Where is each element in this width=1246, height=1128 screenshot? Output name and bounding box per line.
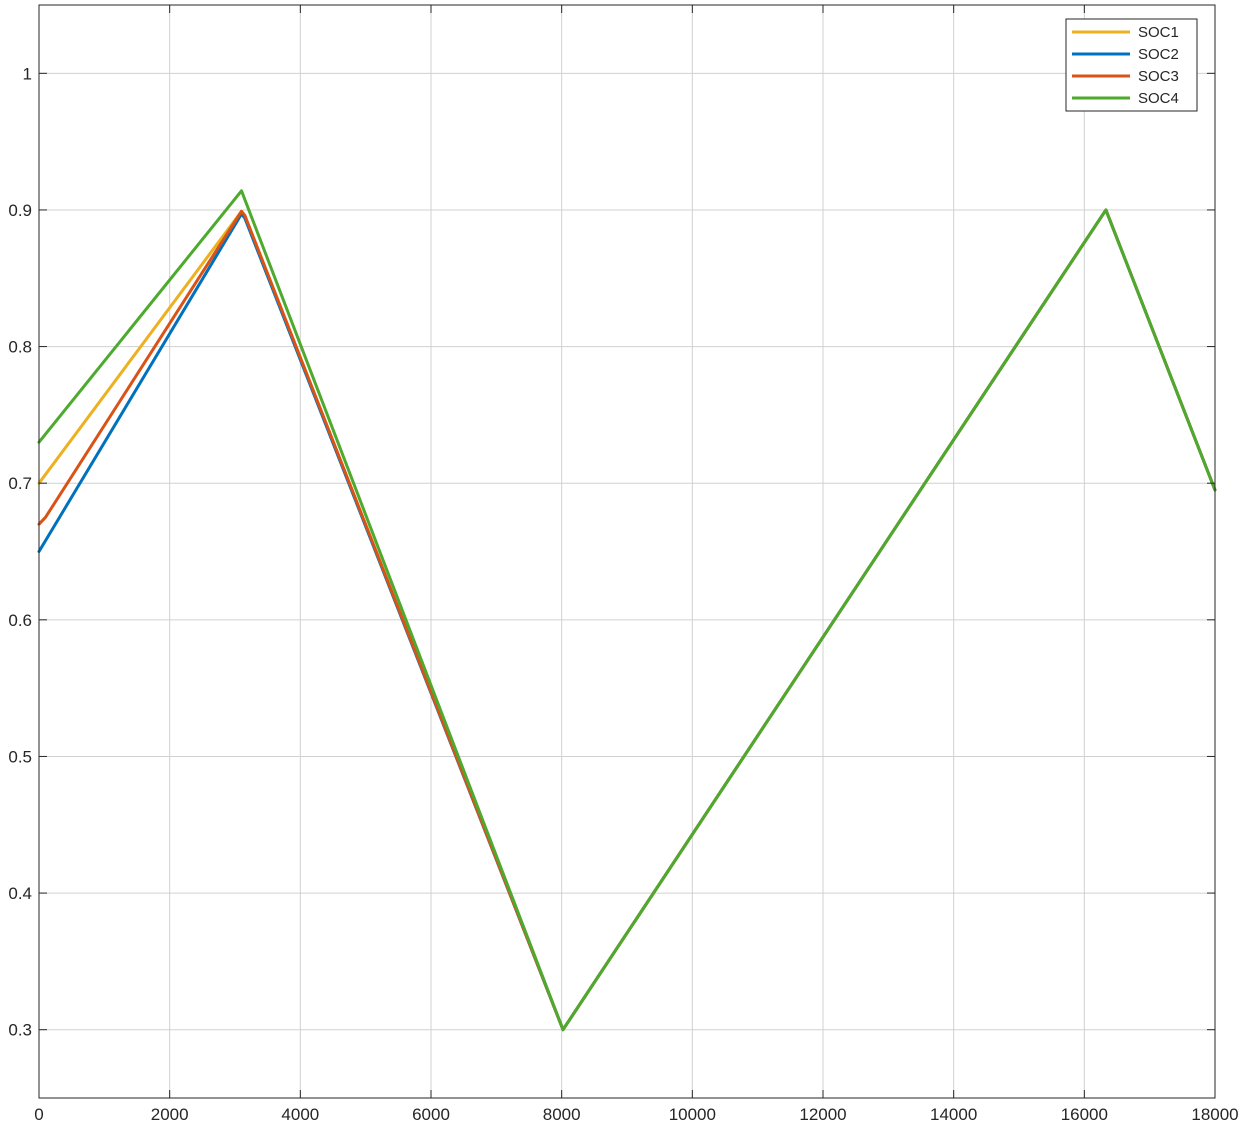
x-tick-label: 8000: [543, 1105, 581, 1124]
y-tick-label: 0.4: [8, 884, 32, 903]
x-tick-label: 0: [34, 1105, 43, 1124]
legend: SOC1 SOC2 SOC3 SOC4: [1065, 18, 1198, 112]
legend-box: [1065, 18, 1198, 112]
x-tick-label: 6000: [412, 1105, 450, 1124]
x-tick-label: 12000: [799, 1105, 846, 1124]
x-tick-label: 4000: [281, 1105, 319, 1124]
x-tick-label: 14000: [930, 1105, 977, 1124]
grid: [38, 5, 1216, 1098]
y-tick-label: 0.8: [8, 338, 32, 357]
axes-box: [38, 4, 1216, 1099]
legend-label: SOC3: [1138, 68, 1179, 85]
y-tick-label: 1: [23, 64, 32, 83]
legend-label: SOC2: [1138, 46, 1179, 63]
x-tick-label: 16000: [1061, 1105, 1108, 1124]
axis-ticks: 0 2000 4000 6000 8000 10000 12000 14000 16000 180…: [8, 5, 1239, 1124]
x-tick-label: 2000: [151, 1105, 189, 1124]
y-tick-label: 0.5: [8, 747, 32, 766]
y-tick-label: 0.9: [8, 201, 32, 220]
legend-label: SOC4: [1138, 90, 1179, 107]
y-tick-label: 0.6: [8, 611, 32, 630]
y-tick-label: 0.7: [8, 474, 32, 493]
y-tick-label: 0.3: [8, 1021, 32, 1040]
x-tick-label: 18000: [1191, 1105, 1238, 1124]
series-line-soc4: [37, 189, 1217, 1032]
plot-lines: [37, 189, 1217, 1032]
x-tick-label: 10000: [669, 1105, 716, 1124]
legend-label: SOC1: [1138, 24, 1179, 41]
